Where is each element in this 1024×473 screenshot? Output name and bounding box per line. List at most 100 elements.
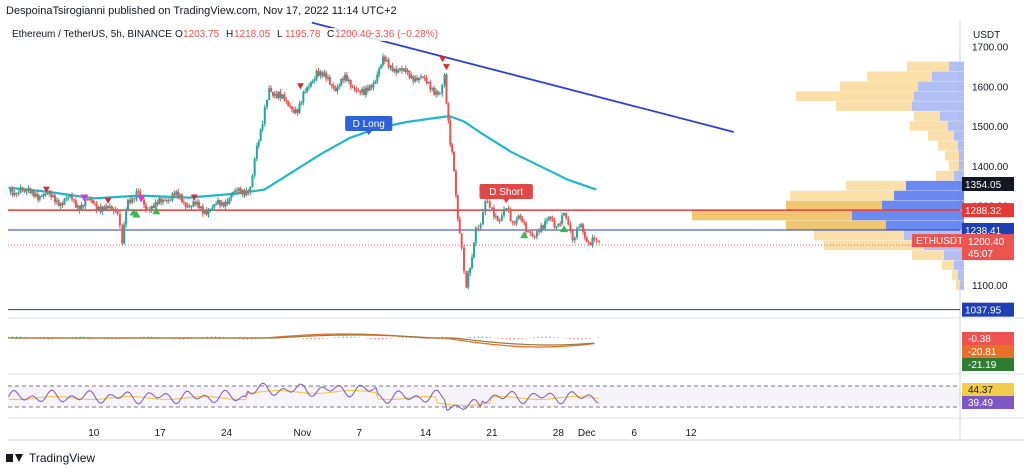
candle-body xyxy=(67,197,70,199)
level-price-label: 1288.32 xyxy=(965,206,1002,217)
candle-body xyxy=(484,201,487,213)
last-price-tag xyxy=(962,234,1014,261)
candle-body xyxy=(349,79,352,87)
candle-body xyxy=(105,206,108,210)
candle-body xyxy=(192,201,195,207)
candle-body xyxy=(496,215,499,221)
y-tick-label: 1700.00 xyxy=(972,43,1009,54)
volume-profile-bar-up xyxy=(786,220,886,231)
candle-body xyxy=(490,207,493,209)
x-tick-label: Nov xyxy=(293,428,311,439)
candle-body xyxy=(123,224,126,244)
x-tick-label: 14 xyxy=(420,428,432,439)
candle-body xyxy=(319,71,322,76)
candle-body xyxy=(137,191,140,193)
candle-body xyxy=(160,198,163,203)
candle-body xyxy=(33,191,36,197)
candle-body xyxy=(126,199,129,210)
candle-body xyxy=(308,86,311,88)
volume-profile-bar-up xyxy=(814,230,904,241)
candle-body xyxy=(531,232,534,237)
volume-profile-bar-up xyxy=(910,121,948,131)
candle-body xyxy=(173,193,176,196)
candle-body xyxy=(121,225,124,244)
candle-body xyxy=(116,209,119,215)
candle-body xyxy=(355,88,358,91)
volume-profile-bar-down xyxy=(959,151,964,161)
candle-body xyxy=(561,215,564,224)
candle-body xyxy=(488,201,491,208)
volume-profile-bar-down xyxy=(954,131,964,141)
annotation-box xyxy=(345,116,393,132)
volume-profile-bar-up xyxy=(846,180,906,191)
candle-body xyxy=(361,88,364,93)
volume-profile-bar-down xyxy=(918,81,964,92)
candle-body xyxy=(139,191,142,199)
candle-body xyxy=(71,194,74,200)
symbol-tag-label: ETHUSDT xyxy=(916,236,963,247)
candle-body xyxy=(515,219,518,224)
candle-body xyxy=(551,218,554,221)
candle-body xyxy=(571,229,574,241)
candle-body xyxy=(553,220,556,228)
candle-body xyxy=(285,99,288,101)
candle-body xyxy=(38,196,41,200)
candle-body xyxy=(332,85,335,88)
candle-body xyxy=(465,271,468,288)
tradingview-brand[interactable]: TradingView xyxy=(6,451,95,465)
candle-body xyxy=(529,231,532,233)
candle-body xyxy=(156,202,159,205)
candle-body xyxy=(289,105,292,107)
candle-body xyxy=(391,65,394,72)
candle-body xyxy=(317,71,320,76)
candle-body xyxy=(406,70,409,73)
candle-body xyxy=(460,233,463,248)
candle-body xyxy=(383,56,386,62)
candle-body xyxy=(578,227,581,229)
candle-body xyxy=(404,68,407,73)
candle-body xyxy=(209,208,212,211)
x-tick-label: 24 xyxy=(221,428,233,439)
candle-body xyxy=(505,208,508,210)
volume-profile-bar-down xyxy=(882,200,964,211)
macd-value-label: -21.19 xyxy=(968,360,997,371)
candle-body xyxy=(46,193,49,195)
candle-body xyxy=(61,203,64,206)
candle-body xyxy=(563,213,566,216)
candle-body xyxy=(222,202,225,207)
candle-body xyxy=(408,70,411,78)
candle-body xyxy=(190,206,193,208)
candle-body xyxy=(215,203,218,205)
level-price-tag xyxy=(962,203,1014,218)
candle-body xyxy=(545,219,548,222)
candle-body xyxy=(525,222,528,232)
signal-marker xyxy=(80,194,89,202)
candle-body xyxy=(76,205,79,208)
candle-body xyxy=(438,93,441,95)
candle-body xyxy=(135,191,138,200)
candle-body xyxy=(309,82,312,87)
candle-body xyxy=(325,72,328,79)
countdown-label: 45:07 xyxy=(968,249,993,260)
candle-body xyxy=(283,94,286,100)
candle-body xyxy=(425,77,428,83)
volume-profile-bar-up xyxy=(928,131,954,141)
candle-body xyxy=(378,68,381,75)
volume-profile-bar-up xyxy=(942,260,954,270)
candle-body xyxy=(410,75,413,78)
candle-body xyxy=(165,200,168,202)
candle-body xyxy=(567,217,570,225)
candle-body xyxy=(144,205,147,210)
rsi-value-tag xyxy=(962,383,1014,396)
candle-body xyxy=(472,243,475,258)
volume-profile-bar-down xyxy=(944,250,964,260)
candle-body xyxy=(389,65,392,68)
rsi-line xyxy=(8,382,599,411)
candle-body xyxy=(213,204,216,208)
candle-body xyxy=(273,93,276,96)
candle-body xyxy=(469,268,472,273)
candle-body xyxy=(154,202,157,209)
buy-signal-marker xyxy=(560,225,569,233)
candle-body xyxy=(261,124,264,130)
